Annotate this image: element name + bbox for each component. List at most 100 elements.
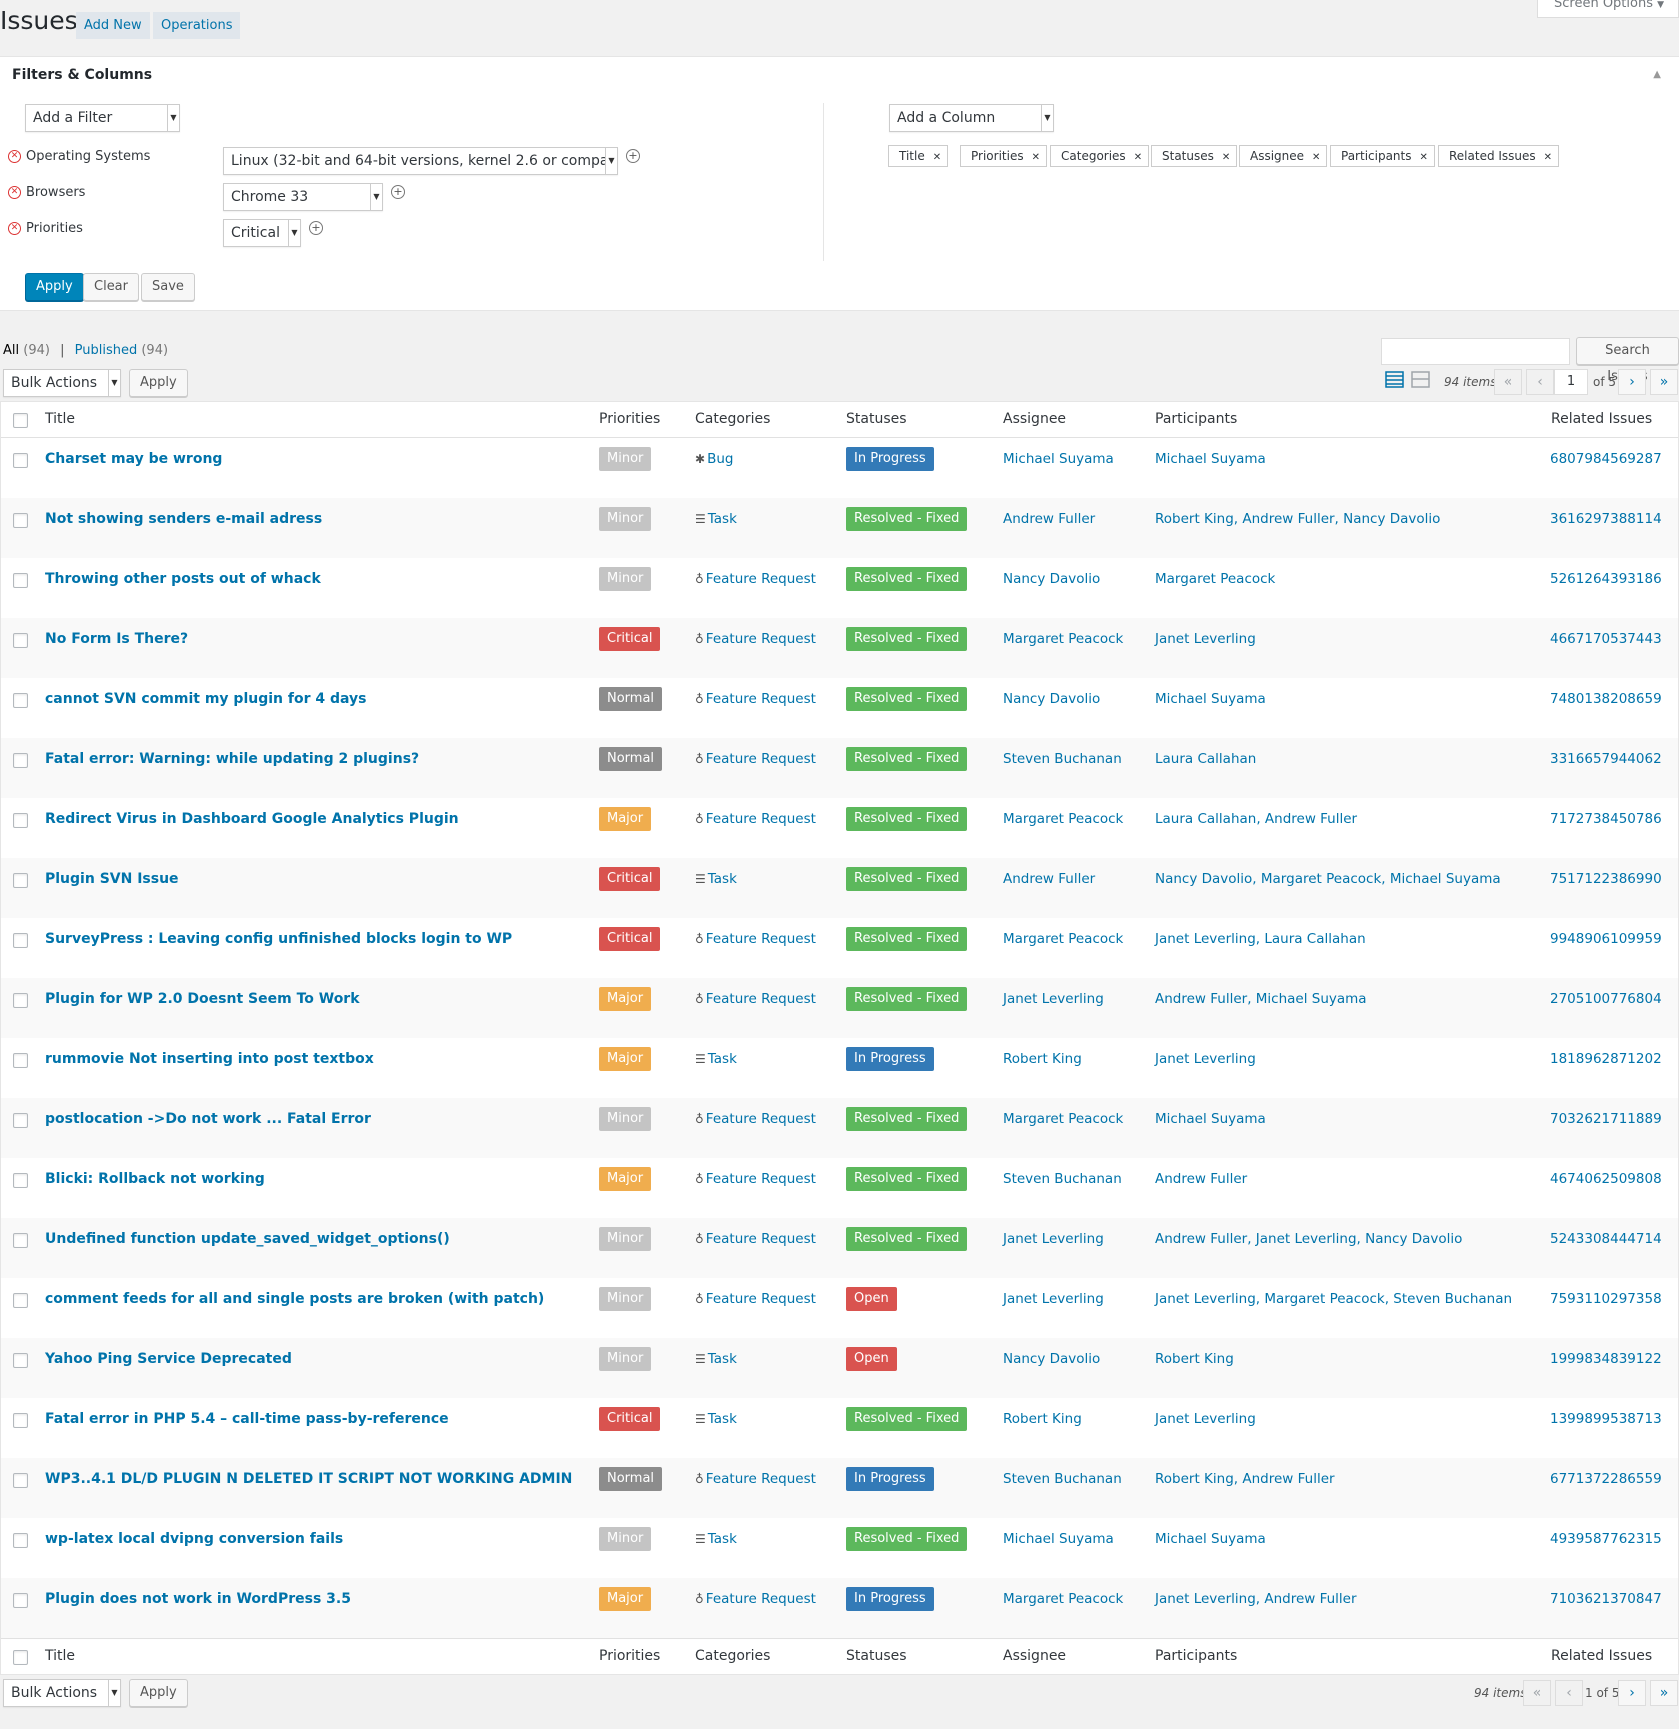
status-badge[interactable]: Resolved - Fixed [846, 1227, 968, 1251]
row-checkbox[interactable] [13, 453, 28, 468]
issue-title-link[interactable]: Throwing other posts out of whack [45, 571, 321, 587]
participants-links[interactable]: Janet Leverling, Andrew Fuller [1155, 1591, 1357, 1607]
status-badge[interactable]: Open [846, 1287, 897, 1311]
last-page-button-bottom[interactable]: » [1650, 1680, 1678, 1706]
assignee-link[interactable]: Michael Suyama [1003, 451, 1114, 467]
list-view-icon[interactable] [1385, 370, 1404, 389]
participants-links[interactable]: Robert King, Andrew Fuller, Nancy Davoli… [1155, 511, 1441, 527]
view-published-link[interactable]: Published [74, 343, 138, 358]
row-checkbox[interactable] [13, 1233, 28, 1248]
related-issue-link[interactable]: 4667170537443 [1550, 631, 1662, 647]
remove-column-icon[interactable]: ✕ [1221, 152, 1231, 163]
row-checkbox[interactable] [13, 1113, 28, 1128]
related-issue-link[interactable]: 3616297388114 [1550, 511, 1662, 527]
add-filter-value-icon[interactable]: + [309, 221, 323, 235]
assignee-link[interactable]: Michael Suyama [1003, 1531, 1114, 1547]
column-footer-assignee[interactable]: Assignee [1003, 1648, 1067, 1664]
status-badge[interactable]: Resolved - Fixed [846, 687, 968, 711]
select-all-checkbox[interactable] [13, 413, 28, 428]
column-footer-participants[interactable]: Participants [1155, 1648, 1238, 1664]
category-link[interactable]: ☰ Task [695, 1351, 737, 1367]
assignee-link[interactable]: Steven Buchanan [1003, 1471, 1122, 1487]
assignee-link[interactable]: Margaret Peacock [1003, 631, 1124, 647]
assignee-link[interactable]: Margaret Peacock [1003, 1591, 1124, 1607]
assignee-link[interactable]: Janet Leverling [1003, 991, 1104, 1007]
related-issue-link[interactable]: 1999834839122 [1550, 1351, 1662, 1367]
related-issue-link[interactable]: 5243308444714 [1550, 1231, 1662, 1247]
priorities-select[interactable]: Critical ▼ [223, 219, 301, 247]
row-checkbox[interactable] [13, 1293, 28, 1308]
related-issue-link[interactable]: 7480138208659 [1550, 691, 1662, 707]
related-issue-link[interactable]: 1818962871202 [1550, 1051, 1662, 1067]
priority-badge[interactable]: Normal [599, 1467, 663, 1491]
row-checkbox[interactable] [13, 753, 28, 768]
remove-column-icon[interactable]: ✕ [932, 152, 942, 163]
view-all-link[interactable]: All [3, 343, 20, 358]
related-issue-link[interactable]: 2705100776804 [1550, 991, 1662, 1007]
issue-title-link[interactable]: Not showing senders e-mail adress [45, 511, 323, 527]
participants-links[interactable]: Andrew Fuller, Michael Suyama [1155, 991, 1367, 1007]
remove-column-icon[interactable]: ✕ [1312, 152, 1321, 163]
first-page-button[interactable]: « [1494, 369, 1522, 395]
assignee-link[interactable]: Nancy Davolio [1003, 571, 1101, 587]
issue-title-link[interactable]: postlocation ->Do not work ... Fatal Err… [45, 1111, 371, 1127]
participants-links[interactable]: Andrew Fuller, Janet Leverling, Nancy Da… [1155, 1231, 1463, 1247]
participants-links[interactable]: Janet Leverling [1155, 631, 1256, 647]
issue-title-link[interactable]: rummovie Not inserting into post textbox [45, 1051, 374, 1067]
add-filter-value-icon[interactable]: + [391, 185, 405, 199]
column-header-assignee[interactable]: Assignee [1003, 411, 1067, 427]
related-issue-link[interactable]: 7172738450786 [1550, 811, 1662, 827]
column-footer-categories[interactable]: Categories [695, 1648, 771, 1664]
assignee-link[interactable]: Robert King [1003, 1051, 1082, 1067]
add-new-button[interactable]: Add New [76, 12, 150, 39]
related-issue-link[interactable]: 3316657944062 [1550, 751, 1662, 767]
bulk-apply-button-top[interactable]: Apply [129, 369, 188, 397]
row-checkbox[interactable] [13, 513, 28, 528]
issue-title-link[interactable]: SurveyPress : Leaving config unfinished … [45, 931, 513, 947]
priority-badge[interactable]: Normal [599, 687, 663, 711]
row-checkbox[interactable] [13, 573, 28, 588]
priority-badge[interactable]: Minor [599, 1227, 652, 1251]
row-checkbox[interactable] [13, 993, 28, 1008]
status-badge[interactable]: In Progress [846, 1467, 934, 1491]
next-page-button-bottom[interactable]: › [1618, 1680, 1646, 1706]
remove-column-icon[interactable]: ✕ [1031, 152, 1040, 163]
row-checkbox[interactable] [13, 693, 28, 708]
add-filter-value-icon[interactable]: + [626, 149, 640, 163]
row-checkbox[interactable] [13, 933, 28, 948]
assignee-link[interactable]: Steven Buchanan [1003, 751, 1122, 767]
category-link[interactable]: ♁ Feature Request [695, 811, 816, 827]
current-page-input[interactable]: 1 [1554, 369, 1588, 395]
status-badge[interactable]: In Progress [846, 1587, 934, 1611]
related-issue-link[interactable]: 5261264393186 [1550, 571, 1662, 587]
issue-title-link[interactable]: Fatal error: Warning: while updating 2 p… [45, 751, 420, 767]
category-link[interactable]: ☰ Task [695, 1531, 737, 1547]
status-badge[interactable]: Resolved - Fixed [846, 987, 968, 1011]
screen-options-toggle[interactable]: Screen Options ▼ [1537, 0, 1679, 18]
bulk-actions-select-top[interactable]: Bulk Actions ▼ [3, 369, 121, 397]
add-filter-select[interactable]: Add a Filter ▼ [25, 104, 180, 132]
row-checkbox[interactable] [13, 1053, 28, 1068]
status-badge[interactable]: Resolved - Fixed [846, 567, 968, 591]
priority-badge[interactable]: Major [599, 987, 652, 1011]
prev-page-button[interactable]: ‹ [1526, 369, 1554, 395]
status-badge[interactable]: Resolved - Fixed [846, 747, 968, 771]
priority-badge[interactable]: Minor [599, 1527, 652, 1551]
participants-links[interactable]: Laura Callahan [1155, 751, 1257, 767]
assignee-link[interactable]: Nancy Davolio [1003, 1351, 1101, 1367]
priority-badge[interactable]: Major [599, 1047, 652, 1071]
participants-links[interactable]: Janet Leverling, Margaret Peacock, Steve… [1155, 1291, 1513, 1307]
row-checkbox[interactable] [13, 1593, 28, 1608]
browsers-select[interactable]: Chrome 33 ▼ [223, 183, 383, 211]
next-page-button[interactable]: › [1618, 369, 1646, 395]
status-badge[interactable]: Resolved - Fixed [846, 867, 968, 891]
category-link[interactable]: ♁ Feature Request [695, 931, 816, 947]
priority-badge[interactable]: Normal [599, 747, 663, 771]
first-page-button-bottom[interactable]: « [1523, 1680, 1551, 1706]
status-badge[interactable]: Resolved - Fixed [846, 1167, 968, 1191]
priority-badge[interactable]: Minor [599, 567, 652, 591]
category-link[interactable]: ♁ Feature Request [695, 1591, 816, 1607]
row-checkbox[interactable] [13, 873, 28, 888]
category-link[interactable]: ♁ Feature Request [695, 1111, 816, 1127]
related-issue-link[interactable]: 1399899538713 [1550, 1411, 1662, 1427]
